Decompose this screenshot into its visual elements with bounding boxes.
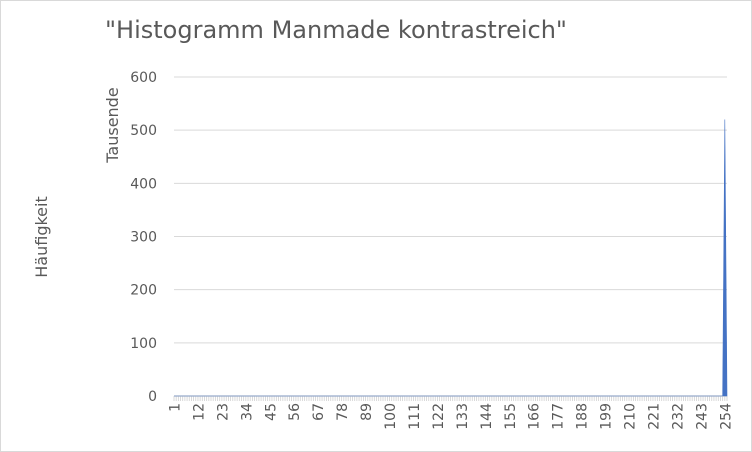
x-tick-label: 12	[191, 403, 207, 421]
x-tick-label: 100	[383, 403, 399, 430]
x-tick-label: 243	[694, 403, 710, 430]
y-tick-label: 200	[130, 283, 157, 299]
y-tick-label: 400	[130, 176, 157, 192]
x-tick-label: 89	[359, 403, 375, 421]
x-tick-label: 133	[455, 403, 471, 430]
x-tick-label: 1	[168, 403, 184, 412]
series-area-shape	[174, 119, 728, 397]
series-area	[174, 119, 728, 397]
gridlines	[173, 76, 728, 401]
y-axis-unit-label: Tausende	[103, 87, 122, 163]
x-tick-label: 45	[263, 403, 279, 421]
y-tick-label: 300	[130, 230, 157, 246]
x-tick-label: 144	[479, 403, 495, 430]
x-tick-label: 199	[599, 403, 615, 430]
y-tick-label: 600	[130, 70, 157, 86]
x-tick-label: 210	[623, 403, 639, 430]
x-tick-label: 254	[718, 403, 734, 430]
x-tick-label: 78	[335, 403, 351, 421]
y-tick-label: 0	[148, 389, 157, 405]
x-tick-label: 56	[287, 403, 303, 421]
y-tick-label: 500	[130, 123, 157, 139]
x-tick-label: 232	[670, 403, 686, 430]
x-tick-label: 177	[551, 403, 567, 430]
x-tick-label: 67	[311, 403, 327, 421]
x-tick-label: 155	[503, 403, 519, 430]
y-axis-title: Häufigkeit	[32, 196, 51, 277]
chart-title: "Histogramm Manmade kontrastreich"	[105, 16, 567, 44]
x-tick-labels: 1 12 23 34 45 56 67 78 89 100 111 122 133 144 155 166 17…	[168, 403, 735, 430]
x-tick-label: 23	[215, 403, 231, 421]
x-tick-label: 122	[431, 403, 447, 430]
y-tick-labels: 0 100 200 300 400 500 600	[130, 70, 157, 405]
x-tick-label: 221	[646, 403, 662, 430]
y-tick-label: 100	[130, 336, 157, 352]
x-tick-label: 166	[527, 403, 543, 430]
x-tick-label: 111	[407, 403, 423, 430]
x-tick-label: 188	[575, 403, 591, 430]
x-tick-label: 34	[239, 403, 255, 421]
